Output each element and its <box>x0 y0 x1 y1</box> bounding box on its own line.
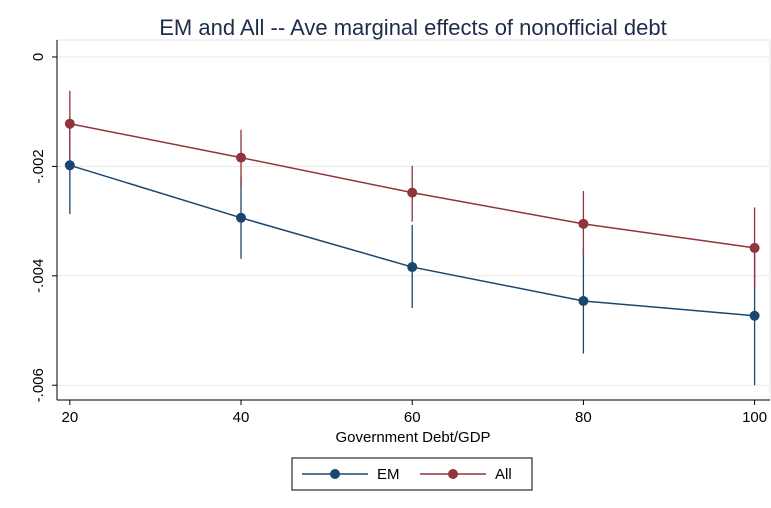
data-point <box>407 187 418 198</box>
legend-label: EM <box>377 466 400 483</box>
x-tick-label: 80 <box>575 409 592 426</box>
x-axis-label: Government Debt/GDP <box>335 429 490 446</box>
data-point <box>407 262 418 273</box>
legend-label: All <box>495 466 512 483</box>
data-point <box>236 212 247 223</box>
data-point <box>236 152 247 163</box>
x-tick-label: 60 <box>404 409 421 426</box>
data-point <box>64 160 75 171</box>
data-point <box>578 295 589 306</box>
x-tick-label: 40 <box>233 409 250 426</box>
y-tick-label: -.004 <box>30 259 47 293</box>
data-point <box>64 118 75 129</box>
y-tick-label: -.006 <box>30 368 47 402</box>
data-point <box>749 310 760 321</box>
x-tick-label: 20 <box>61 409 78 426</box>
y-tick-label: -.002 <box>30 149 47 183</box>
y-tick-label: 0 <box>30 53 47 61</box>
x-tick-label: 100 <box>742 409 767 426</box>
data-point <box>578 218 589 229</box>
legend-marker <box>330 469 340 479</box>
plot-area <box>56 39 771 401</box>
chart-title: EM and All -- Ave marginal effects of no… <box>159 15 667 40</box>
legend-marker <box>448 469 458 479</box>
data-point <box>749 242 760 253</box>
